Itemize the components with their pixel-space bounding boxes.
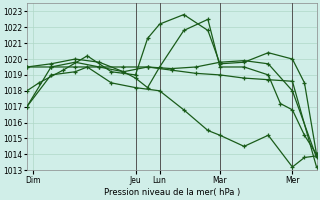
X-axis label: Pression niveau de la mer( hPa ): Pression niveau de la mer( hPa ) — [104, 188, 240, 197]
